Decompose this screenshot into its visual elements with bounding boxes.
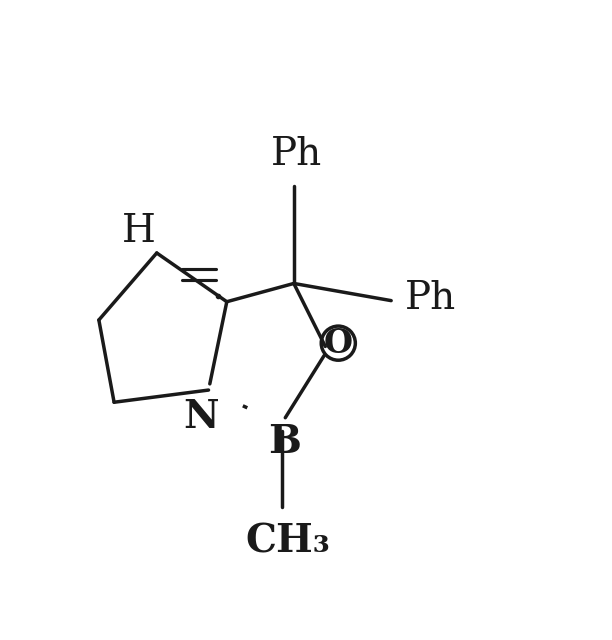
Text: B: B — [268, 423, 301, 461]
Text: H: H — [122, 213, 155, 250]
Text: O: O — [324, 326, 353, 360]
Text: Ph: Ph — [405, 280, 457, 317]
Text: Ph: Ph — [271, 136, 323, 173]
Text: N: N — [184, 399, 219, 436]
Text: CH₃: CH₃ — [245, 522, 330, 560]
